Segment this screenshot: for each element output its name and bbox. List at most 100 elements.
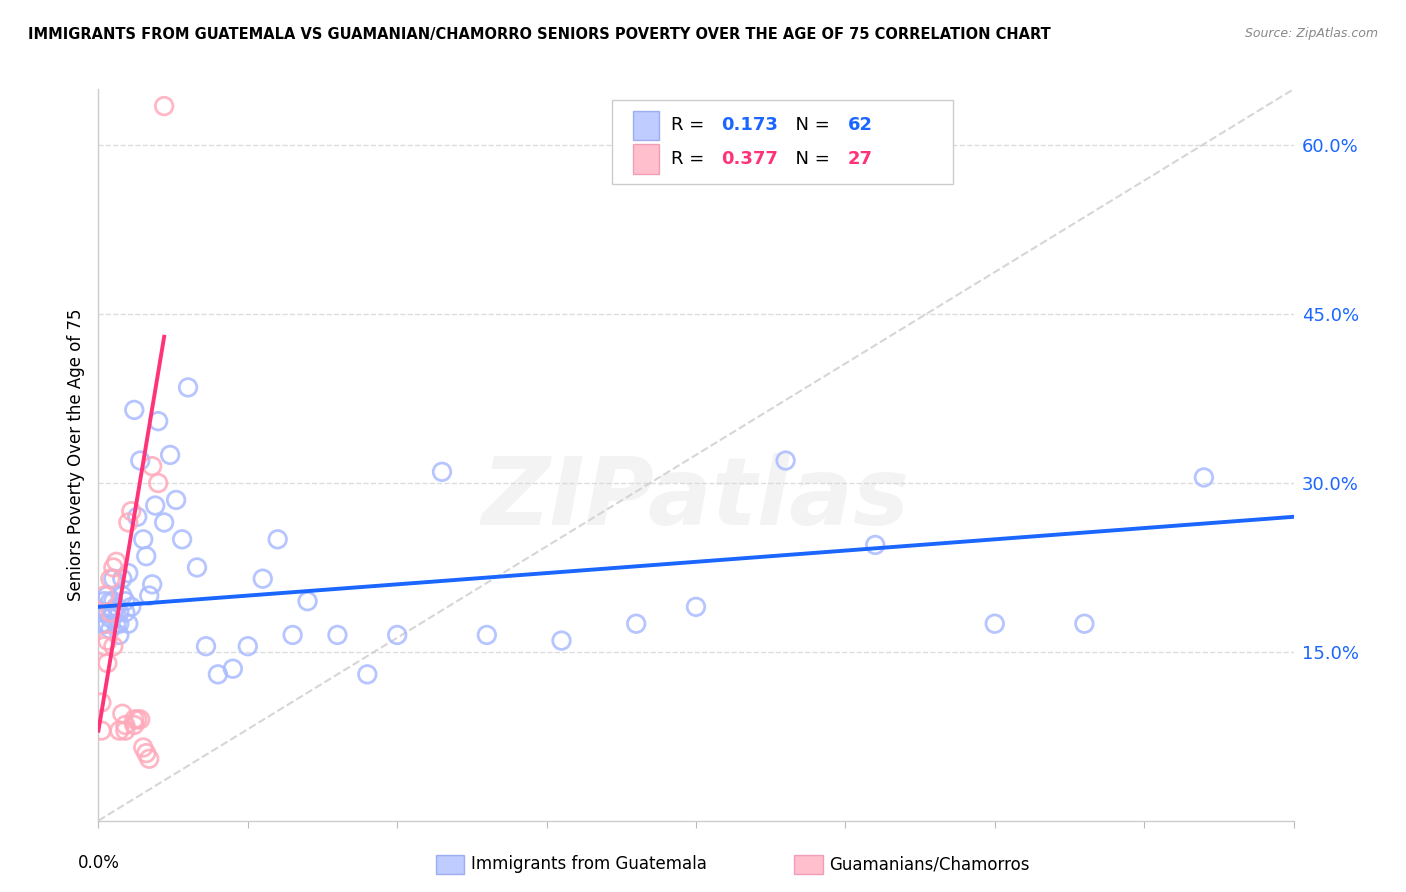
Text: N =: N = xyxy=(785,116,837,135)
FancyBboxPatch shape xyxy=(613,100,953,185)
Text: IMMIGRANTS FROM GUATEMALA VS GUAMANIAN/CHAMORRO SENIORS POVERTY OVER THE AGE OF : IMMIGRANTS FROM GUATEMALA VS GUAMANIAN/C… xyxy=(28,27,1050,42)
Point xyxy=(1192,470,1215,484)
Point xyxy=(114,718,136,732)
Point xyxy=(129,712,152,726)
Point xyxy=(96,606,118,620)
Text: 0.377: 0.377 xyxy=(721,150,778,168)
Point xyxy=(117,616,139,631)
Point xyxy=(103,572,125,586)
Point xyxy=(153,516,176,530)
Text: N =: N = xyxy=(785,150,837,168)
Point xyxy=(98,606,122,620)
Point xyxy=(326,628,349,642)
Point xyxy=(281,628,304,642)
Point xyxy=(111,706,134,721)
Point xyxy=(626,616,648,631)
Point xyxy=(96,616,118,631)
Point xyxy=(120,504,142,518)
Point xyxy=(103,606,125,620)
Point xyxy=(98,594,122,608)
Point xyxy=(108,723,131,738)
Point xyxy=(93,616,115,631)
Point xyxy=(124,712,146,726)
Point xyxy=(135,746,157,760)
Point xyxy=(124,403,146,417)
Point xyxy=(195,639,218,653)
Point xyxy=(117,516,139,530)
Point xyxy=(108,606,131,620)
Point xyxy=(114,594,136,608)
Point xyxy=(105,555,128,569)
Text: ZIPatlas: ZIPatlas xyxy=(482,453,910,545)
Point xyxy=(236,639,259,653)
Point xyxy=(775,453,797,467)
FancyBboxPatch shape xyxy=(633,145,659,174)
Point xyxy=(148,476,170,491)
Point xyxy=(120,599,142,614)
Point xyxy=(98,611,122,625)
Point xyxy=(93,594,115,608)
Point xyxy=(111,572,134,586)
Point xyxy=(96,656,118,670)
Text: Immigrants from Guatemala: Immigrants from Guatemala xyxy=(471,855,707,873)
Point xyxy=(153,99,176,113)
Point xyxy=(138,589,160,603)
Point xyxy=(252,572,274,586)
Point xyxy=(90,723,112,738)
Point xyxy=(267,533,290,547)
Point xyxy=(148,414,170,428)
Point xyxy=(105,616,128,631)
Y-axis label: Seniors Poverty Over the Age of 75: Seniors Poverty Over the Age of 75 xyxy=(66,309,84,601)
Point xyxy=(159,448,181,462)
Point xyxy=(114,723,136,738)
Point xyxy=(132,533,155,547)
Point xyxy=(90,696,112,710)
Point xyxy=(297,594,319,608)
Text: 27: 27 xyxy=(848,150,873,168)
Point xyxy=(129,453,152,467)
Point xyxy=(865,538,887,552)
Point xyxy=(430,465,453,479)
Point xyxy=(90,606,112,620)
Point xyxy=(103,560,125,574)
Point xyxy=(356,667,378,681)
Point xyxy=(127,509,149,524)
Text: 0.173: 0.173 xyxy=(721,116,778,135)
Text: R =: R = xyxy=(671,116,710,135)
Point xyxy=(143,499,166,513)
Point xyxy=(124,718,146,732)
Point xyxy=(132,740,155,755)
Point xyxy=(207,667,229,681)
Point xyxy=(141,577,163,591)
Point xyxy=(98,572,122,586)
Point xyxy=(385,628,409,642)
Point xyxy=(105,599,128,614)
Point xyxy=(186,560,208,574)
Point xyxy=(475,628,498,642)
Point xyxy=(111,589,134,603)
Point xyxy=(96,589,118,603)
Text: 62: 62 xyxy=(848,116,873,135)
Point xyxy=(177,380,200,394)
Text: 0.0%: 0.0% xyxy=(77,854,120,871)
Point xyxy=(550,633,572,648)
Point xyxy=(165,492,187,507)
Point xyxy=(117,566,139,580)
Point xyxy=(685,599,707,614)
Point xyxy=(108,628,131,642)
Point xyxy=(135,549,157,564)
Text: R =: R = xyxy=(671,150,710,168)
Point xyxy=(172,533,194,547)
Point xyxy=(138,752,160,766)
Point xyxy=(127,712,149,726)
Point xyxy=(141,459,163,474)
Point xyxy=(108,616,131,631)
Point xyxy=(984,616,1007,631)
Point xyxy=(93,639,115,653)
Point xyxy=(96,633,118,648)
Point xyxy=(93,589,115,603)
Point xyxy=(222,662,245,676)
FancyBboxPatch shape xyxy=(633,111,659,140)
Text: Guamanians/Chamorros: Guamanians/Chamorros xyxy=(830,855,1031,873)
Point xyxy=(103,639,125,653)
